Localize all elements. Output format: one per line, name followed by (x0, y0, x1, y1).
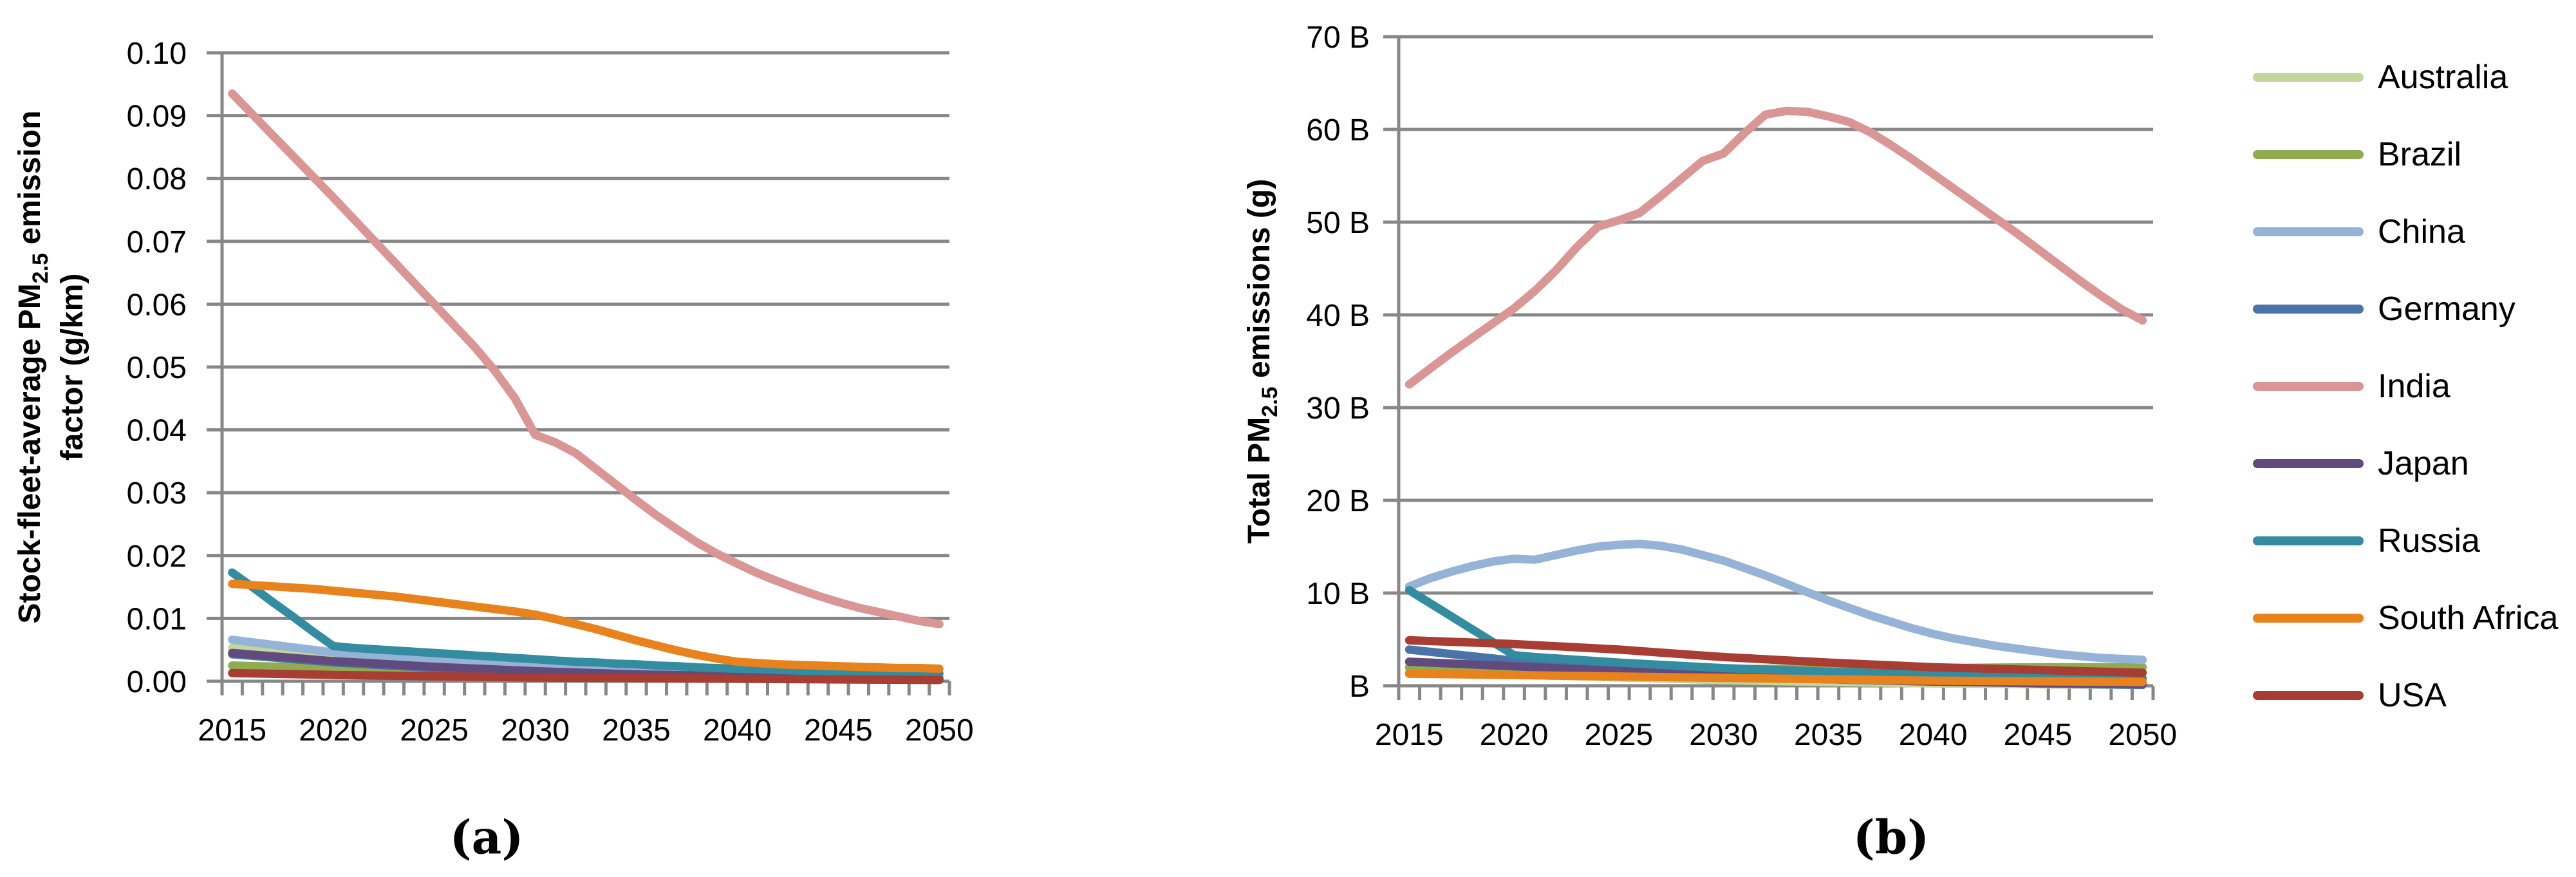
series-line-china (1405, 540, 2147, 665)
legend-label: China (2378, 213, 2465, 250)
y-tick-label: 70 B (1306, 21, 1370, 55)
legend-label: India (2378, 368, 2450, 405)
series-line-south-africa (1405, 669, 2147, 686)
y-tick-label: 20 B (1306, 484, 1370, 518)
legend-item-usa: USA (2253, 657, 2558, 734)
y-axis-title: Stock-fleet-average PM2.5 emission (13, 111, 53, 624)
series-line-russia (1405, 586, 2147, 683)
legend-swatch-china (2253, 227, 2364, 236)
series-line-usa (1405, 636, 2147, 677)
x-tick-label: 2025 (400, 713, 469, 748)
y-tick-label: 0.09 (127, 100, 187, 134)
x-tick-label: 2045 (2004, 718, 2073, 752)
x-tick-label: 2030 (1689, 718, 1758, 752)
legend-item-south-africa: South Africa (2253, 580, 2558, 657)
x-tick-label: 2020 (299, 713, 368, 748)
legend-item-russia: Russia (2253, 502, 2558, 580)
y-tick-label: 0.04 (127, 414, 187, 448)
caption-a: (a) (449, 809, 524, 865)
y-tick-label: 0.05 (127, 351, 187, 385)
y-axis-title: factor (g/km) (55, 274, 89, 461)
y-tick-label: 40 B (1306, 299, 1370, 333)
y-tick-label: 0.00 (127, 665, 187, 699)
legend-label: South Africa (2378, 599, 2559, 637)
y-tick-label: B (1349, 670, 1370, 704)
x-tick-label: 2020 (1480, 718, 1549, 752)
y-tick-label: 0.02 (127, 540, 187, 574)
legend-label: USA (2378, 677, 2447, 714)
legend-label: Russia (2378, 522, 2480, 560)
y-tick-label: 10 B (1306, 577, 1370, 611)
y-tick-label: 0.03 (127, 476, 187, 511)
series-line-south-africa (228, 580, 944, 673)
series-line-india (228, 89, 944, 628)
legend-label: Germany (2378, 290, 2515, 328)
x-tick-label: 2050 (905, 713, 974, 748)
y-tick-label: 0.10 (127, 37, 187, 71)
x-tick-label: 2040 (703, 713, 772, 748)
series-line-russia (228, 568, 944, 678)
legend-item-germany: Germany (2253, 270, 2558, 348)
legend-swatch-australia (2253, 73, 2364, 82)
legend-item-japan: Japan (2253, 425, 2558, 502)
x-tick-label: 2015 (1375, 718, 1444, 752)
y-tick-label: 0.08 (127, 162, 187, 196)
x-tick-label: 2035 (602, 713, 671, 748)
y-tick-label: 60 B (1306, 113, 1370, 147)
legend-item-brazil: Brazil (2253, 116, 2558, 193)
legend-swatch-usa (2253, 691, 2364, 700)
legend-swatch-brazil (2253, 150, 2364, 159)
legend-swatch-germany (2253, 305, 2364, 314)
y-tick-label: 50 B (1306, 206, 1370, 240)
x-tick-label: 2030 (501, 713, 570, 748)
legend-label: Australia (2378, 59, 2508, 96)
legend-swatch-south-africa (2253, 614, 2364, 623)
chart-panel-b: B 10 B 20 B 30 B 40 B 50 B 60 B 70 B 2015 2020 202… (1242, 21, 2177, 752)
legend-label: Brazil (2378, 136, 2462, 173)
chart-panel-a: 0.00 0.01 0.02 0.03 0.04 0.05 0.06 0.07 0.08 0.09… (13, 37, 974, 748)
legend-swatch-india (2253, 382, 2364, 391)
legend: Australia Brazil China Germany India Japan Rus… (2253, 39, 2558, 734)
x-tick-label: 2035 (1794, 718, 1863, 752)
x-tick-label: 2025 (1584, 718, 1653, 752)
series-line-india (1405, 106, 2147, 389)
legend-label: Japan (2378, 445, 2469, 482)
legend-swatch-japan (2253, 459, 2364, 468)
legend-item-india: India (2253, 348, 2558, 425)
caption-b: (b) (1853, 809, 1930, 865)
series-line-usa (228, 668, 944, 684)
legend-swatch-russia (2253, 536, 2364, 545)
y-tick-label: 0.06 (127, 288, 187, 322)
legend-item-australia: Australia (2253, 39, 2558, 116)
y-tick-label: 30 B (1306, 391, 1370, 426)
x-tick-label: 2040 (1899, 718, 1968, 752)
x-tick-label: 2050 (2108, 718, 2177, 752)
legend-item-china: China (2253, 193, 2558, 270)
y-tick-label: 0.01 (127, 602, 187, 636)
y-axis-title: Total PM2.5 emissions (g) (1242, 179, 1282, 543)
x-tick-label: 2015 (198, 713, 266, 748)
y-tick-label: 0.07 (127, 225, 187, 259)
x-tick-label: 2045 (804, 713, 873, 748)
